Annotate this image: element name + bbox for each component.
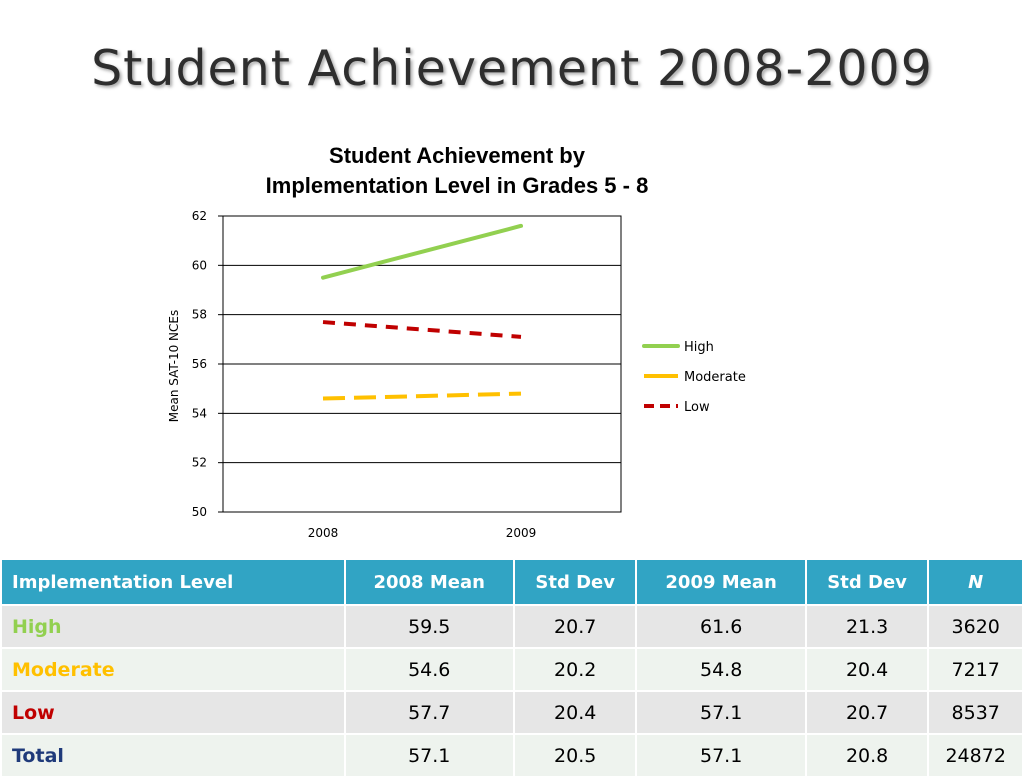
series-line-moderate bbox=[322, 391, 522, 401]
table-cell: 57.1 bbox=[343, 733, 515, 778]
y-tick-label: 54 bbox=[192, 406, 207, 420]
slide-title: Student Achievement 2008-2009 bbox=[91, 40, 933, 97]
table-cell: 54.8 bbox=[635, 647, 807, 692]
table-cell: 20.4 bbox=[804, 647, 930, 692]
y-tick-label: 50 bbox=[192, 505, 207, 519]
table-cell: 20.2 bbox=[512, 647, 638, 692]
legend: High Moderate Low bbox=[642, 340, 746, 415]
plot-area: 50 52 54 56 58 60 62 2008 2009 bbox=[192, 209, 622, 540]
table-row: Total 57.1 20.5 57.1 20.8 24872 bbox=[0, 733, 1024, 778]
table-cell: 20.7 bbox=[804, 690, 930, 735]
chart-title-line-2: Implementation Level in Grades 5 - 8 bbox=[266, 173, 649, 198]
legend-label-low: Low bbox=[684, 400, 710, 415]
header-2009-std-dev: Std Dev bbox=[804, 558, 930, 606]
table-cell: 20.4 bbox=[512, 690, 638, 735]
table-cell: 7217 bbox=[927, 647, 1024, 692]
table-row: High 59.5 20.7 61.6 21.3 3620 bbox=[0, 604, 1024, 649]
table-header-row: Implementation Level 2008 Mean Std Dev 2… bbox=[0, 558, 1024, 606]
row-level-high: High bbox=[0, 604, 346, 649]
table-row: Low 57.7 20.4 57.1 20.7 8537 bbox=[0, 690, 1024, 735]
results-table: Implementation Level 2008 Mean Std Dev 2… bbox=[0, 558, 1024, 778]
header-2009-mean: 2009 Mean bbox=[635, 558, 807, 606]
table-cell: 57.7 bbox=[343, 690, 515, 735]
chart-title-line-1: Student Achievement by bbox=[329, 143, 586, 168]
table-cell: 54.6 bbox=[343, 647, 515, 692]
y-tick-label: 60 bbox=[192, 258, 207, 272]
x-tick-label: 2009 bbox=[506, 526, 537, 540]
table-cell: 59.5 bbox=[343, 604, 515, 649]
row-level-low: Low bbox=[0, 690, 346, 735]
legend-label-high: High bbox=[684, 340, 714, 355]
y-tick-label: 62 bbox=[192, 209, 207, 223]
row-level-total: Total bbox=[0, 733, 346, 778]
table-cell: 3620 bbox=[927, 604, 1024, 649]
header-2008-std-dev: Std Dev bbox=[512, 558, 638, 606]
table-cell: 57.1 bbox=[635, 690, 807, 735]
y-tick-label: 58 bbox=[192, 308, 207, 322]
table-cell: 20.7 bbox=[512, 604, 638, 649]
table-cell: 61.6 bbox=[635, 604, 807, 649]
header-implementation-level: Implementation Level bbox=[0, 558, 346, 606]
table-row: Moderate 54.6 20.2 54.8 20.4 7217 bbox=[0, 647, 1024, 692]
y-tick-label: 52 bbox=[192, 456, 207, 470]
header-2008-mean: 2008 Mean bbox=[343, 558, 515, 606]
table-cell: 8537 bbox=[927, 690, 1024, 735]
table-cell: 24872 bbox=[927, 733, 1024, 778]
y-axis-label: Mean SAT-10 NCEs bbox=[167, 310, 181, 422]
legend-label-moderate: Moderate bbox=[684, 370, 746, 385]
row-level-moderate: Moderate bbox=[0, 647, 346, 692]
table-cell: 57.1 bbox=[635, 733, 807, 778]
table-cell: 20.8 bbox=[804, 733, 930, 778]
table-cell: 21.3 bbox=[804, 604, 930, 649]
x-tick-label: 2008 bbox=[308, 526, 339, 540]
header-n: N bbox=[927, 558, 1024, 606]
table-cell: 20.5 bbox=[512, 733, 638, 778]
y-tick-label: 56 bbox=[192, 357, 207, 371]
line-chart: Student Achievement by Implementation Le… bbox=[167, 143, 746, 540]
series-line-high bbox=[321, 223, 523, 280]
